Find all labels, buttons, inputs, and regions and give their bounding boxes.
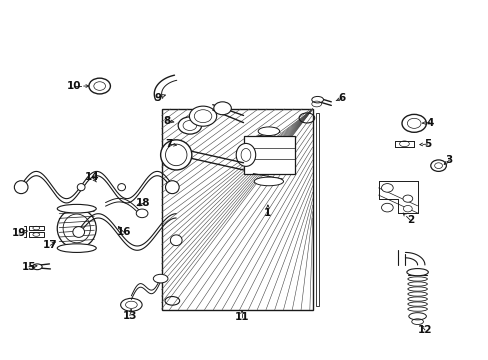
Ellipse shape — [401, 114, 426, 132]
Text: 4: 4 — [425, 118, 432, 128]
Ellipse shape — [254, 177, 283, 186]
Ellipse shape — [153, 274, 167, 283]
Text: 19: 19 — [12, 228, 26, 238]
Ellipse shape — [430, 160, 446, 171]
Ellipse shape — [407, 277, 427, 281]
Ellipse shape — [178, 117, 201, 134]
Text: 18: 18 — [136, 198, 150, 208]
Text: 14: 14 — [85, 172, 100, 182]
Ellipse shape — [407, 292, 427, 296]
Ellipse shape — [311, 96, 323, 103]
Ellipse shape — [408, 313, 426, 320]
Ellipse shape — [32, 264, 42, 270]
Ellipse shape — [258, 127, 279, 135]
Ellipse shape — [403, 206, 411, 212]
Ellipse shape — [407, 287, 427, 291]
Ellipse shape — [213, 102, 231, 115]
Text: 15: 15 — [21, 262, 36, 272]
Ellipse shape — [57, 244, 96, 252]
Ellipse shape — [381, 184, 392, 192]
Text: 12: 12 — [417, 325, 431, 335]
Text: 7: 7 — [165, 139, 172, 149]
Text: 10: 10 — [66, 81, 81, 91]
Ellipse shape — [165, 181, 179, 194]
Ellipse shape — [136, 209, 148, 218]
Ellipse shape — [407, 282, 427, 286]
Bar — [315, 113, 318, 306]
Ellipse shape — [407, 307, 427, 311]
Ellipse shape — [121, 298, 142, 311]
Bar — [29, 226, 43, 230]
Ellipse shape — [14, 181, 28, 194]
Ellipse shape — [57, 204, 96, 213]
Ellipse shape — [407, 297, 427, 301]
Ellipse shape — [402, 195, 412, 202]
Bar — [29, 232, 43, 237]
Ellipse shape — [89, 78, 110, 94]
Text: 9: 9 — [154, 93, 161, 103]
Text: 16: 16 — [116, 227, 131, 237]
Text: 1: 1 — [264, 208, 271, 218]
Ellipse shape — [381, 203, 392, 212]
Ellipse shape — [118, 184, 125, 191]
Ellipse shape — [73, 226, 84, 237]
Ellipse shape — [160, 140, 191, 170]
Ellipse shape — [407, 302, 427, 306]
Ellipse shape — [189, 106, 216, 126]
Ellipse shape — [406, 269, 427, 276]
Text: 13: 13 — [122, 311, 137, 320]
Text: 8: 8 — [163, 116, 171, 126]
Ellipse shape — [170, 235, 182, 246]
Text: 6: 6 — [338, 93, 345, 103]
Bar — [243, 136, 294, 174]
Text: 5: 5 — [423, 139, 430, 149]
Text: 11: 11 — [234, 312, 249, 322]
Bar — [161, 109, 312, 310]
Ellipse shape — [236, 143, 255, 166]
Text: 17: 17 — [43, 240, 58, 250]
Text: 3: 3 — [445, 155, 452, 165]
Ellipse shape — [77, 184, 85, 191]
Text: 2: 2 — [406, 215, 413, 225]
Ellipse shape — [57, 209, 96, 248]
